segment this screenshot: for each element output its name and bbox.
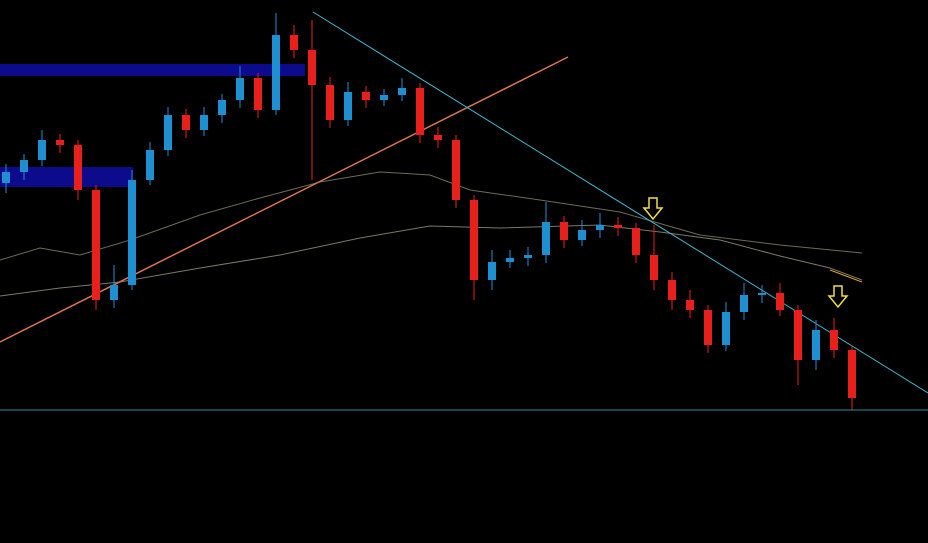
candle-body	[614, 225, 622, 228]
candle-body	[560, 222, 568, 240]
candle-body	[200, 115, 208, 130]
signal-arrow	[642, 197, 664, 221]
candle-body	[164, 115, 172, 150]
candle-body	[740, 295, 748, 312]
candle-body	[704, 310, 712, 345]
candle-body	[344, 92, 352, 120]
candle-body	[308, 50, 316, 85]
trend-line-down	[312, 11, 928, 394]
resistance-zone	[0, 64, 305, 76]
candle-body	[470, 200, 478, 280]
candle-body	[38, 140, 46, 160]
candle-body	[182, 115, 190, 130]
candle-body	[578, 230, 586, 240]
candles	[2, 13, 856, 410]
candle-body	[56, 140, 64, 145]
candle-body	[488, 262, 496, 280]
signal-arrow	[827, 285, 849, 309]
candle-body	[254, 78, 262, 110]
candle-body	[218, 100, 226, 115]
candle-body	[74, 145, 82, 190]
candle-body	[776, 293, 784, 310]
candle-body	[632, 228, 640, 255]
candle-body	[92, 190, 100, 300]
candle-body	[326, 85, 334, 120]
candle-body	[362, 92, 370, 100]
candle-body	[506, 258, 514, 262]
candle-body	[524, 255, 532, 258]
candle-body	[416, 88, 424, 135]
candle-body	[794, 310, 802, 360]
candle-body	[452, 140, 460, 200]
candle-body	[20, 160, 28, 172]
candle-body	[272, 35, 280, 110]
candle-body	[236, 78, 244, 100]
candle-body	[128, 180, 136, 285]
candle-body	[380, 95, 388, 100]
candle-body	[848, 350, 856, 398]
candle-body	[434, 135, 442, 140]
candle-body	[722, 312, 730, 345]
candle-body	[650, 255, 658, 280]
candle-body	[290, 35, 298, 50]
candle-body	[830, 330, 838, 350]
candle-body	[758, 293, 766, 295]
candle-body	[668, 280, 676, 300]
candle-body	[686, 300, 694, 310]
candle-body	[398, 88, 406, 95]
candle-body	[542, 222, 550, 255]
signal-line	[829, 269, 863, 283]
candle-body	[110, 285, 118, 300]
candle-body	[596, 225, 604, 230]
candle-body	[812, 330, 820, 360]
support-zone	[0, 167, 133, 187]
candle-body	[2, 172, 10, 183]
candle-body	[146, 150, 154, 180]
